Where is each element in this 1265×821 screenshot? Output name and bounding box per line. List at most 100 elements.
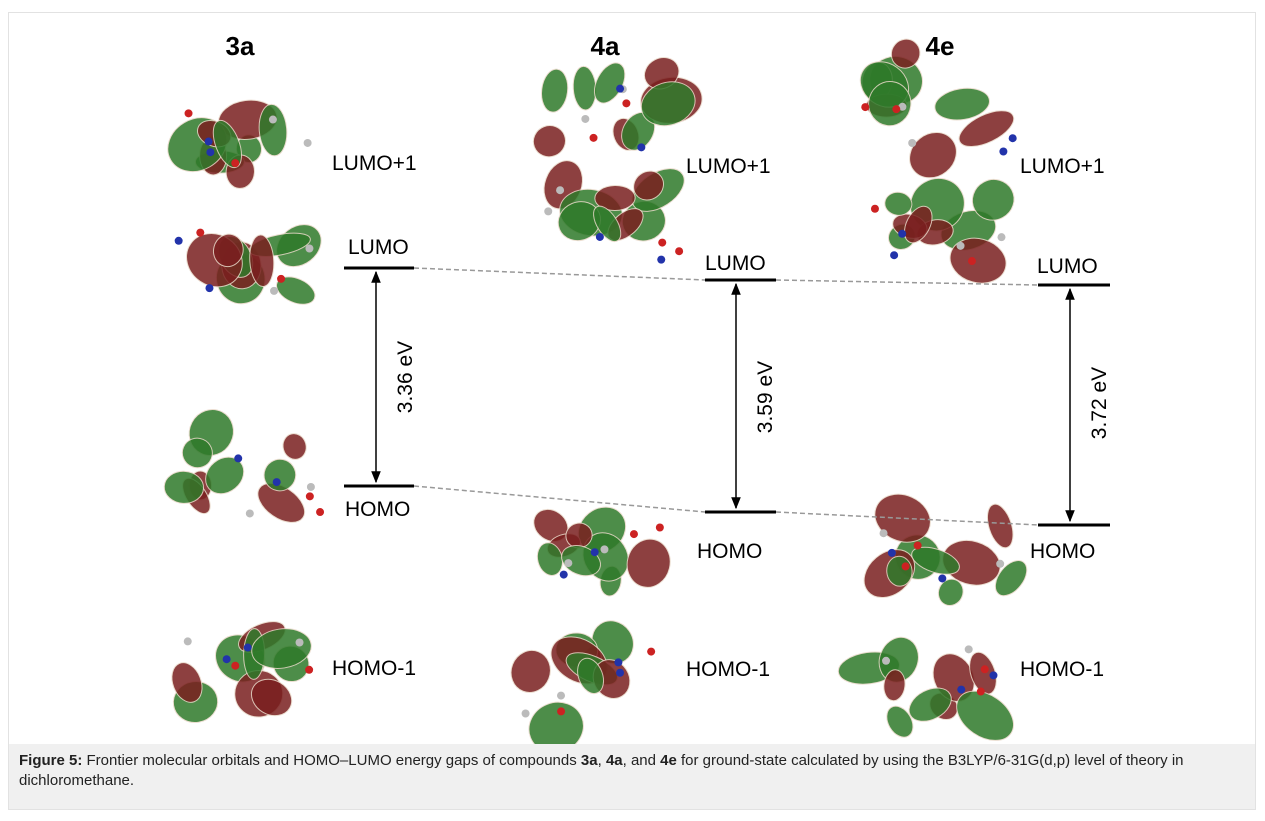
atom — [206, 148, 214, 156]
caption-text: , and — [623, 752, 661, 769]
atom — [914, 542, 922, 550]
orbital-label: HOMO-1 — [686, 658, 770, 681]
atom — [557, 707, 565, 715]
caption-text: Frontier molecular orbitals and HOMO–LUM… — [82, 752, 581, 769]
atom — [616, 85, 624, 93]
atom — [246, 509, 254, 517]
atom — [581, 115, 589, 123]
atom — [304, 139, 312, 147]
orbital-label: LUMO+1 — [332, 152, 417, 175]
atom — [269, 116, 277, 124]
atom — [861, 103, 869, 111]
atom — [996, 560, 1004, 568]
orbital-label: LUMO — [705, 252, 766, 275]
atom — [296, 638, 304, 646]
atom — [880, 529, 888, 537]
orbital-lobe — [529, 121, 570, 162]
orbital-label: LUMO+1 — [1020, 155, 1105, 178]
atom — [307, 483, 315, 491]
atom — [184, 637, 192, 645]
atom — [522, 709, 530, 717]
gap-label: 3.36 eV — [394, 341, 417, 413]
orbital-label: LUMO — [348, 236, 409, 259]
atom — [591, 548, 599, 556]
diagram: 3a LUMO+1 LUMO HOMO HOMO-1 3.36 eV 4a LU… — [0, 0, 1265, 745]
atom — [614, 658, 622, 666]
atom — [999, 147, 1007, 155]
atom — [205, 138, 213, 146]
atom — [892, 105, 900, 113]
atom — [622, 99, 630, 107]
atom — [231, 159, 239, 167]
orbital-lobe — [622, 535, 675, 592]
orbital-lobe — [505, 645, 557, 699]
atom — [305, 245, 313, 253]
connector — [414, 486, 705, 512]
caption: Figure 5: Frontier molecular orbitals an… — [9, 744, 1255, 809]
compound-label: 3a — [226, 31, 255, 61]
atom — [997, 233, 1005, 241]
gap-label: 3.72 eV — [1088, 367, 1111, 439]
gap-label: 3.59 eV — [754, 361, 777, 433]
orbital-label: HOMO — [697, 540, 762, 563]
atom — [196, 229, 204, 237]
atom — [185, 109, 193, 117]
atom — [977, 688, 985, 696]
atom — [616, 669, 624, 677]
orbital-lobe — [900, 123, 965, 187]
orbital-label: HOMO-1 — [332, 657, 416, 680]
atom — [270, 287, 278, 295]
atom — [223, 655, 231, 663]
orbital-label: HOMO — [1030, 540, 1095, 563]
atom — [596, 233, 604, 241]
atom — [658, 239, 666, 247]
orbital-label: LUMO+1 — [686, 155, 771, 178]
atom — [205, 284, 213, 292]
atom — [560, 571, 568, 579]
atom — [316, 508, 324, 516]
compound-label: 4e — [926, 31, 955, 61]
atom — [647, 648, 655, 656]
atom — [231, 662, 239, 670]
atom — [981, 665, 989, 673]
orbital-label: HOMO — [345, 498, 410, 521]
compound-label: 4a — [591, 31, 620, 61]
orbital-lobe — [521, 694, 591, 745]
atom — [882, 657, 890, 665]
atom — [675, 247, 683, 255]
orbital-label: HOMO-1 — [1020, 658, 1104, 681]
caption-text: 3a — [581, 752, 598, 769]
atom — [637, 143, 645, 151]
atom — [957, 686, 965, 694]
atom — [1009, 134, 1017, 142]
atom — [657, 256, 665, 264]
atom — [630, 530, 638, 538]
atom — [273, 478, 281, 486]
orbital-images — [158, 33, 1033, 745]
atom — [656, 523, 664, 531]
atom — [890, 251, 898, 259]
caption-text: , — [598, 752, 606, 769]
atom — [898, 230, 906, 238]
atom — [544, 207, 552, 215]
orbital-lobe — [280, 431, 309, 462]
atom — [888, 549, 896, 557]
orbital-lobe — [257, 103, 288, 156]
atom — [244, 644, 252, 652]
atom — [590, 134, 598, 142]
caption-text: Figure 5: — [19, 752, 82, 769]
atom — [989, 671, 997, 679]
orbital-lobe — [572, 66, 597, 111]
caption-text: 4e — [660, 752, 677, 769]
orbital-lobe — [883, 191, 913, 217]
orbital-lobe — [983, 501, 1018, 551]
atom — [871, 205, 879, 213]
atom — [556, 186, 564, 194]
atom — [234, 454, 242, 462]
atom — [968, 257, 976, 265]
orbital-label: LUMO — [1037, 255, 1098, 278]
atom — [965, 645, 973, 653]
atom — [305, 666, 313, 674]
atom — [306, 492, 314, 500]
orbital-lobe — [539, 68, 570, 114]
